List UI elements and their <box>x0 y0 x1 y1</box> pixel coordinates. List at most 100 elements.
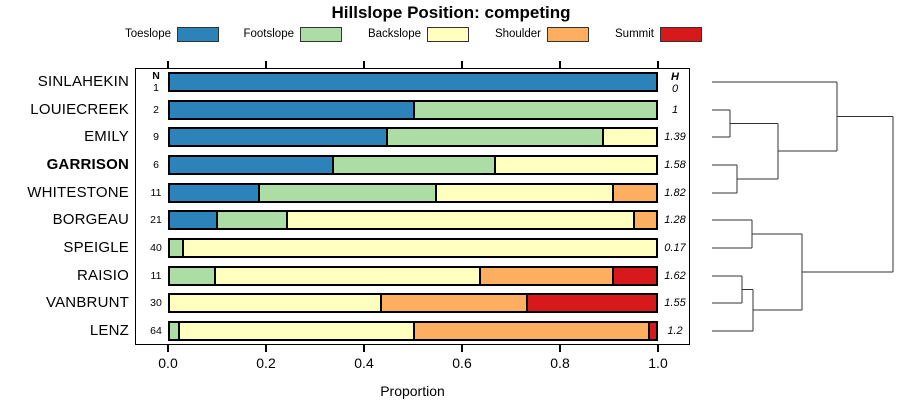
legend-label-toeslope: Toeslope <box>124 28 171 40</box>
n-value: 11 <box>150 186 162 199</box>
bar-segment-footslope <box>170 323 178 340</box>
bar-segment-shoulder <box>380 295 527 312</box>
stacked-bar-borgeau <box>168 210 658 231</box>
h-value: 1.58 <box>664 158 686 171</box>
row-label-borgeau: BORGEAU <box>52 211 129 229</box>
h-value: 1.62 <box>664 269 686 282</box>
row-label-louiecreek: LOUIECREEK <box>30 100 129 118</box>
bar-segment-footslope <box>331 156 494 173</box>
h-column-header: H <box>671 70 679 83</box>
row-label-raisio: RAISIO <box>76 266 129 284</box>
bar-segment-toeslope <box>170 101 413 118</box>
x-tick-top <box>657 61 659 68</box>
row-label-vanbrunt: VANBRUNT <box>46 294 129 312</box>
row-label-lenz: LENZ <box>89 322 129 340</box>
bar-segment-shoulder <box>632 212 656 229</box>
bar-segment-shoulder <box>412 323 649 340</box>
legend-swatch-shoulder <box>547 27 589 42</box>
bar-segment-backslope <box>602 129 656 146</box>
bar-segment-backslope <box>182 240 656 257</box>
bar-segment-toeslope <box>170 73 656 90</box>
h-value: 0.17 <box>664 242 686 255</box>
n-value: 9 <box>153 131 159 144</box>
x-tick-label: 0.6 <box>452 355 472 371</box>
bar-segment-backslope <box>214 267 480 284</box>
bar-segment-shoulder <box>611 184 656 201</box>
bar-segment-shoulder <box>479 267 612 284</box>
legend-label-summit: Summit <box>615 28 654 40</box>
bar-segment-footslope <box>413 101 656 118</box>
h-value: 0 <box>671 82 679 95</box>
bar-segment-backslope <box>177 323 413 340</box>
bar-segment-summit <box>611 267 656 284</box>
plot-box <box>135 68 690 345</box>
h-value: 1.82 <box>664 186 686 199</box>
h-value: 1.28 <box>664 214 686 227</box>
x-tick-top <box>265 61 267 68</box>
x-tick-label: 0.2 <box>256 355 276 371</box>
n-value: 40 <box>150 242 162 255</box>
x-tick-label: 0.8 <box>550 355 570 371</box>
x-tick-bottom <box>657 345 659 352</box>
x-tick-bottom <box>461 345 463 352</box>
legend-swatch-toeslope <box>177 27 219 42</box>
row-label-speigle: SPEIGLE <box>63 239 129 257</box>
x-axis-label: Proportion <box>380 383 445 399</box>
n-column-header: N <box>152 69 160 82</box>
stacked-bar-emily <box>168 127 658 148</box>
stacked-bar-sinlahekin <box>168 71 658 92</box>
bar-segment-summit <box>648 323 656 340</box>
bar-segment-backslope <box>170 295 381 312</box>
n-value: 2 <box>153 103 159 116</box>
bar-segment-toeslope <box>170 156 332 173</box>
legend-label-footslope: Footslope <box>243 28 294 40</box>
n-value: 21 <box>150 214 162 227</box>
legend-label-backslope: Backslope <box>367 28 421 40</box>
legend-swatch-footslope <box>300 27 342 42</box>
stacked-bar-garrison <box>168 154 658 175</box>
bar-segment-backslope <box>493 156 656 173</box>
bar-segment-backslope <box>435 184 612 201</box>
x-tick-label: 0.4 <box>354 355 374 371</box>
bar-segment-footslope <box>170 267 215 284</box>
n-value: 6 <box>153 158 159 171</box>
x-tick-top <box>559 61 561 68</box>
h-value: 1.39 <box>664 131 686 144</box>
stacked-bar-speigle <box>168 238 658 259</box>
legend-swatch-summit <box>660 27 702 42</box>
chart-title: Hillslope Position: competing <box>331 3 571 22</box>
row-label-whitestone: WHITESTONE <box>27 183 129 201</box>
x-tick-top <box>167 61 169 68</box>
x-tick-label: 1.0 <box>648 355 668 371</box>
bar-segment-toeslope <box>170 184 259 201</box>
bar-segment-toeslope <box>170 129 386 146</box>
h-value: 1.55 <box>664 297 686 310</box>
bar-segment-toeslope <box>170 212 217 229</box>
x-tick-bottom <box>167 345 169 352</box>
stacked-bar-vanbrunt <box>168 293 658 314</box>
bar-segment-footslope <box>170 240 183 257</box>
n-value: 1 <box>153 81 159 94</box>
x-tick-bottom <box>559 345 561 352</box>
bar-segment-summit <box>526 295 656 312</box>
h-value: 1.2 <box>667 325 683 338</box>
bar-segment-footslope <box>258 184 436 201</box>
n-value: 11 <box>150 269 162 282</box>
h-value: 1 <box>671 103 679 116</box>
row-label-garrison: GARRISON <box>46 155 129 173</box>
n-value: 64 <box>150 325 162 338</box>
x-tick-bottom <box>265 345 267 352</box>
legend-label-shoulder: Shoulder <box>494 28 541 40</box>
bar-segment-backslope <box>285 212 633 229</box>
n-value: 30 <box>150 297 162 310</box>
bar-segment-footslope <box>386 129 602 146</box>
stacked-bar-whitestone <box>168 182 658 203</box>
bar-segment-footslope <box>216 212 286 229</box>
x-tick-top <box>363 61 365 68</box>
legend-swatch-backslope <box>427 27 469 42</box>
x-tick-top <box>461 61 463 68</box>
row-label-emily: EMILY <box>84 128 129 146</box>
stacked-bar-louiecreek <box>168 99 658 120</box>
